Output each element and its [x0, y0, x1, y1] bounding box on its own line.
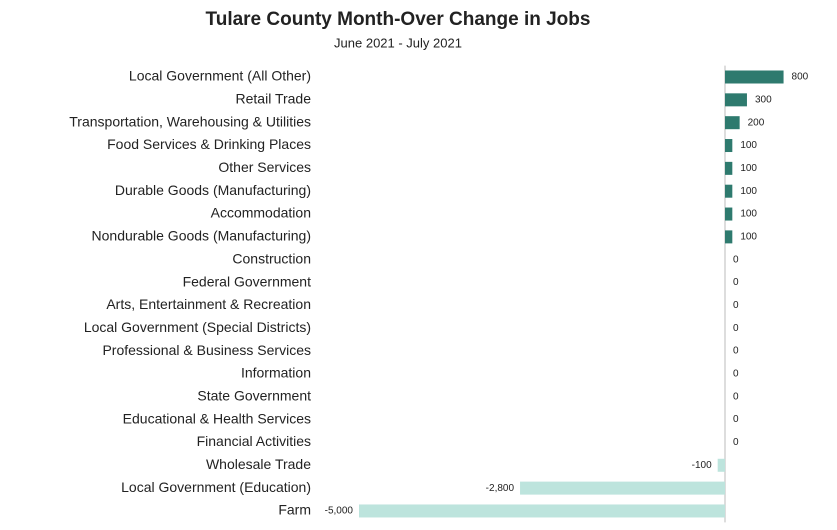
value-label: 0	[733, 277, 739, 288]
category-label: Other Services	[218, 159, 311, 175]
value-label: 0	[733, 254, 739, 265]
category-label: Wholesale Trade	[206, 456, 311, 472]
bar	[359, 504, 725, 518]
bar	[725, 116, 740, 130]
value-label: -100	[692, 460, 712, 471]
category-label: Transportation, Warehousing & Utilities	[69, 113, 311, 129]
category-label: Information	[241, 365, 311, 381]
value-label: 100	[740, 209, 757, 220]
category-label: Federal Government	[183, 273, 312, 289]
value-label: 100	[740, 186, 757, 197]
value-label: 100	[740, 232, 757, 243]
value-label: 0	[733, 323, 739, 334]
value-label: 300	[755, 94, 772, 105]
value-label: 0	[733, 346, 739, 357]
category-label: Durable Goods (Manufacturing)	[115, 182, 311, 198]
value-label: 100	[740, 140, 757, 151]
category-label: Local Government (Education)	[121, 479, 311, 495]
category-label: State Government	[197, 387, 311, 403]
category-label: Nondurable Goods (Manufacturing)	[92, 228, 311, 244]
category-label: Accommodation	[211, 205, 311, 221]
value-label: 0	[733, 414, 739, 425]
bar	[725, 70, 784, 84]
category-label: Financial Activities	[197, 433, 311, 449]
chart-subtitle: June 2021 - July 2021	[334, 35, 462, 50]
category-label: Local Government (All Other)	[129, 68, 311, 84]
value-label: -2,800	[486, 483, 515, 494]
category-label: Food Services & Drinking Places	[107, 136, 311, 152]
bar	[725, 230, 733, 244]
category-label: Local Government (Special Districts)	[84, 319, 311, 335]
bar	[725, 139, 733, 153]
bar	[717, 458, 725, 472]
value-label: 0	[733, 391, 739, 402]
value-label: -5,000	[325, 506, 354, 517]
category-label: Farm	[278, 502, 311, 518]
bar	[520, 481, 725, 495]
category-label: Professional & Business Services	[102, 342, 311, 358]
bar	[725, 93, 747, 107]
value-label: 0	[733, 300, 739, 311]
value-label: 200	[748, 117, 765, 128]
value-label: 0	[733, 369, 739, 380]
category-label: Construction	[232, 250, 311, 266]
bar	[725, 207, 733, 221]
category-label: Educational & Health Services	[123, 410, 311, 426]
category-label: Arts, Entertainment & Recreation	[106, 296, 311, 312]
category-label: Retail Trade	[236, 91, 312, 107]
value-label: 0	[733, 437, 739, 448]
bar	[725, 184, 733, 198]
chart-title: Tulare County Month-Over Change in Jobs	[206, 9, 591, 30]
bar	[725, 161, 733, 175]
value-label: 800	[792, 72, 809, 83]
value-label: 100	[740, 163, 757, 174]
